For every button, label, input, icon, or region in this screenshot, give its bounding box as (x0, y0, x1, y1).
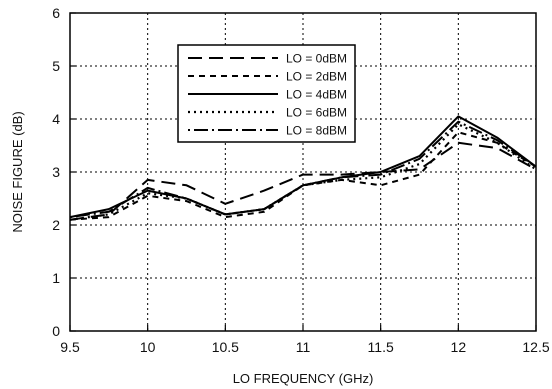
y-axis-ticks: 0 1 2 3 4 5 6 (52, 5, 76, 339)
series-line-0 (69, 141, 537, 221)
y-tick-label: 4 (52, 111, 60, 127)
x-tick-label: 12.5 (522, 339, 549, 355)
legend-label: LO = 8dBM (286, 124, 347, 138)
y-tick-label: 2 (52, 217, 60, 233)
x-tick-label: 9.5 (60, 339, 80, 355)
legend-label: LO = 0dBM (286, 52, 347, 66)
series-line-4 (69, 120, 537, 219)
x-axis-title: LO FREQUENCY (GHz) (233, 371, 374, 386)
y-tick-label: 0 (52, 323, 60, 339)
legend-label: LO = 2dBM (286, 70, 347, 84)
y-tick-label: 6 (52, 5, 60, 21)
x-tick-label: 10.5 (212, 339, 239, 355)
x-tick-label: 12 (451, 339, 467, 355)
y-tick-label: 5 (52, 58, 60, 74)
x-tick-label: 11 (296, 339, 311, 355)
legend-label: LO = 6dBM (286, 106, 347, 120)
grid-layer (70, 13, 536, 331)
y-tick-label: 1 (52, 270, 60, 286)
legend: LO = 0dBM LO = 2dBM LO = 4dBM LO = 6dBM LO =… (177, 44, 356, 143)
x-axis-ticks: 9.5 10 10.5 11 11.5 12 12.5 (60, 325, 550, 355)
y-axis-title: NOISE FIGURE (dB) (10, 111, 25, 232)
x-tick-label: 11.5 (368, 339, 394, 355)
legend-label: LO = 4dBM (286, 88, 347, 102)
series-line-1 (69, 131, 537, 221)
series-layer (69, 115, 537, 221)
x-tick-label: 10 (140, 339, 156, 355)
y-tick-label: 3 (52, 164, 60, 180)
